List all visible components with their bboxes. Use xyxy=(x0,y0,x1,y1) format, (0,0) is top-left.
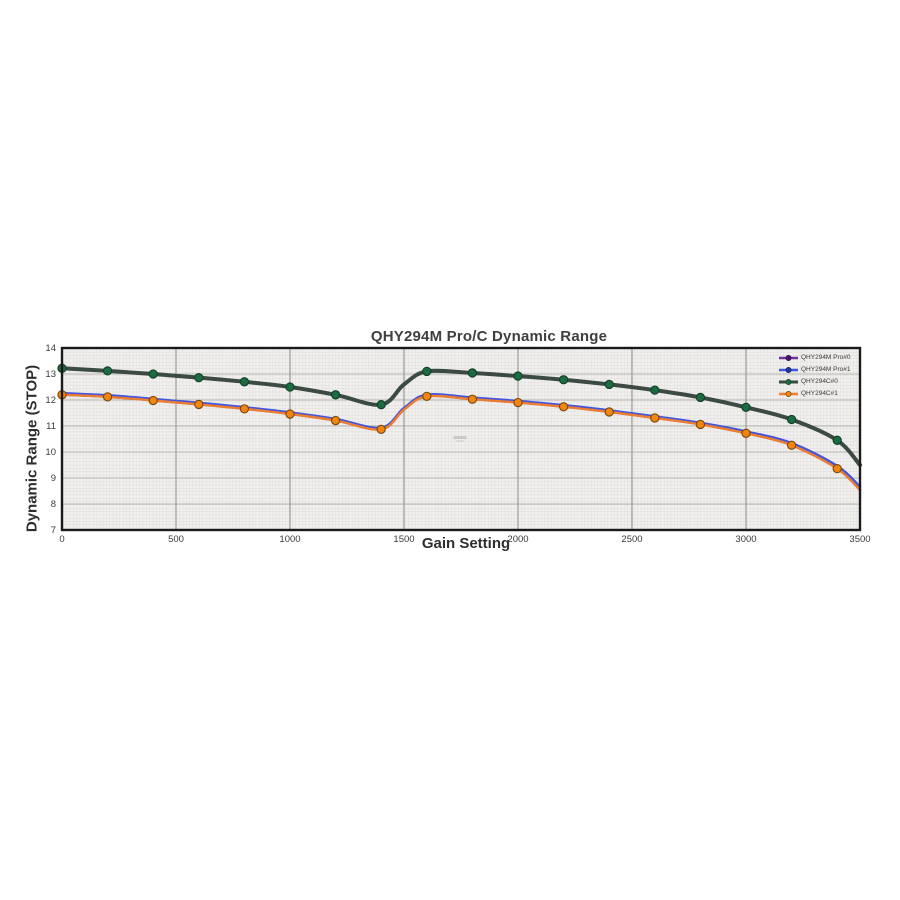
data-point-marker-qhy294c-1 xyxy=(102,392,113,402)
data-point-marker-qhy294c-1 xyxy=(194,399,204,410)
data-point-marker-qhy294c-1 xyxy=(239,404,250,414)
data-point-marker-qhy294c-0 xyxy=(194,372,204,383)
plot-border xyxy=(60,346,862,532)
data-point-marker-qhy294c-0 xyxy=(650,385,660,395)
legend-label: QHY294C#1 xyxy=(801,390,838,397)
legend-line-sample xyxy=(779,379,798,385)
data-point-marker-qhy294c-1 xyxy=(285,409,295,419)
legend: QHY294M Pro#0 QHY294M Pro#1 QHY294C#0 QHY29… xyxy=(779,354,851,398)
legend-line-sample xyxy=(779,355,798,361)
data-point-marker-qhy294c-0 xyxy=(832,435,842,445)
x-tick-label: 2000 xyxy=(507,534,529,545)
data-point-marker-qhy294c-0 xyxy=(467,368,478,378)
data-point-marker-qhy294c-1 xyxy=(513,397,523,408)
data-point-marker-qhy294c-1 xyxy=(467,394,478,404)
data-point-marker-qhy294c-0 xyxy=(604,379,614,390)
data-point-marker-qhy294c-0 xyxy=(513,371,523,381)
data-point-marker-qhy294c-0 xyxy=(786,414,797,425)
y-tick-label: 12 xyxy=(45,395,56,406)
legend-item-qhy294m-pro-1: QHY294M Pro#1 xyxy=(779,366,851,374)
data-point-marker-qhy294c-1 xyxy=(330,415,341,426)
data-point-marker-qhy294c-0 xyxy=(330,390,341,400)
x-axis-title: Gain Setting xyxy=(421,535,511,552)
data-point-marker-qhy294c-0 xyxy=(695,392,706,403)
x-tick-label: 2500 xyxy=(621,534,643,545)
x-tick-label: 3500 xyxy=(849,534,871,545)
legend-item-qhy294m-pro-0: QHY294M Pro#0 xyxy=(779,354,851,362)
data-point-marker-qhy294c-0 xyxy=(285,382,295,392)
x-tick-label: 1000 xyxy=(279,534,301,545)
legend-item-qhy294c-0: QHY294C#0 xyxy=(779,378,851,386)
legend-label: QHY294C#0 xyxy=(801,378,838,385)
data-point-marker-qhy294c-1 xyxy=(376,424,386,435)
legend-item-qhy294c-1: QHY294C#1 xyxy=(779,390,851,398)
legend-line-sample xyxy=(779,391,798,397)
watermark-smudge xyxy=(453,436,467,439)
data-point-marker-qhy294c-0 xyxy=(741,402,751,412)
data-point-marker-qhy294c-1 xyxy=(741,428,751,438)
y-tick-label: 14 xyxy=(45,343,56,354)
y-tick-label: 13 xyxy=(45,369,56,380)
y-tick-label: 7 xyxy=(50,525,56,536)
y-tick-label: 11 xyxy=(46,421,56,432)
x-tick-label: 1500 xyxy=(393,534,415,545)
data-point-marker-qhy294c-1 xyxy=(148,395,158,406)
data-point-marker-qhy294c-1 xyxy=(695,419,706,430)
watermark-smudge xyxy=(456,440,464,442)
legend-line-sample xyxy=(779,367,798,373)
data-point-marker-qhy294c-1 xyxy=(604,407,614,417)
data-point-marker-qhy294c-1 xyxy=(786,440,797,450)
data-point-marker-qhy294c-1 xyxy=(832,463,842,474)
data-point-marker-qhy294c-0 xyxy=(376,400,386,410)
legend-label: QHY294M Pro#1 xyxy=(801,366,851,373)
data-point-marker-qhy294c-0 xyxy=(239,377,250,387)
data-point-marker-qhy294c-0 xyxy=(102,366,113,376)
x-tick-label: 3000 xyxy=(735,534,757,545)
x-tick-label: 0 xyxy=(59,534,65,545)
y-tick-label: 10 xyxy=(45,447,56,458)
legend-label: QHY294M Pro#0 xyxy=(801,354,851,361)
data-point-marker-qhy294c-0 xyxy=(558,375,569,385)
y-tick-label: 8 xyxy=(50,499,56,510)
data-point-marker-qhy294c-0 xyxy=(148,369,158,379)
data-point-marker-qhy294c-0 xyxy=(422,366,432,377)
x-tick-label: 500 xyxy=(168,534,184,545)
y-tick-label: 9 xyxy=(50,473,56,484)
data-point-marker-qhy294c-1 xyxy=(422,391,432,402)
chart-title: QHY294M Pro/C Dynamic Range xyxy=(370,328,608,345)
data-point-marker-qhy294c-1 xyxy=(650,413,660,423)
data-point-marker-qhy294c-1 xyxy=(558,402,569,412)
